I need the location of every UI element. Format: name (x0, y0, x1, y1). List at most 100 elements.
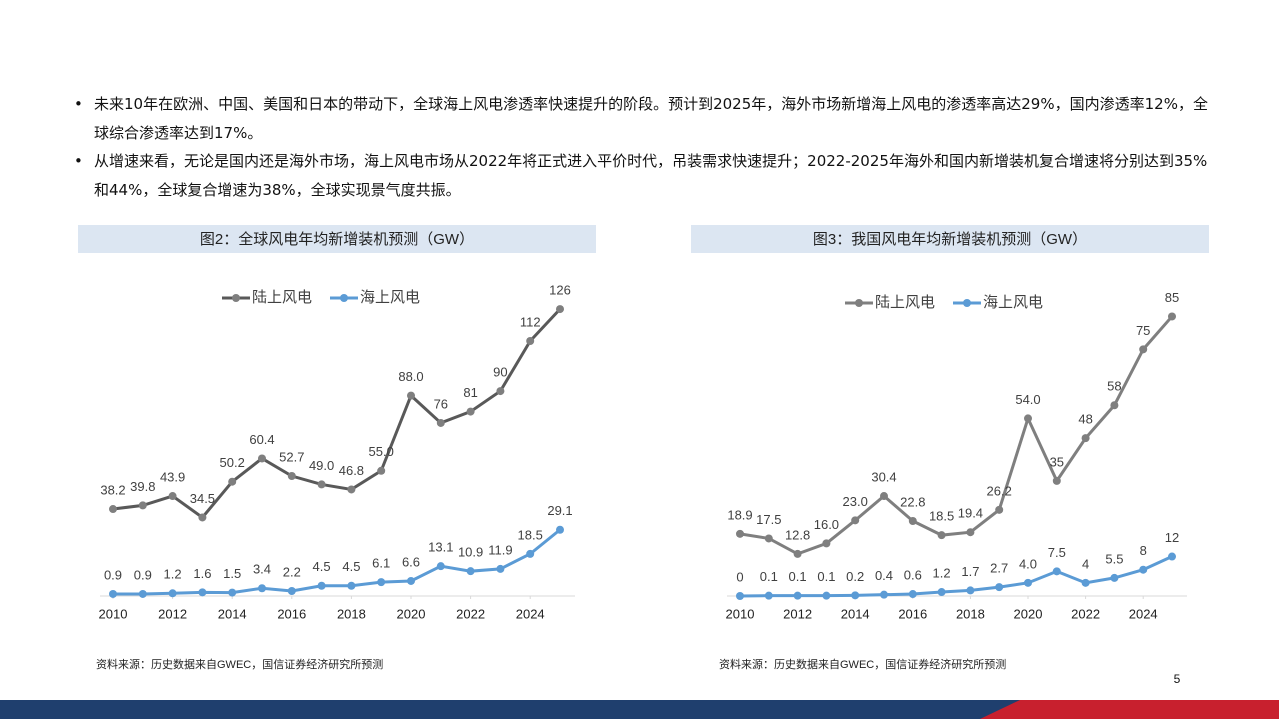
data-point (908, 590, 917, 599)
x-tick-label: 2022 (1071, 606, 1100, 621)
bullet-list: 未来10年在欧洲、中国、美国和日本的带动下，全球海上风电渗透率快速提升的阶段。预… (72, 90, 1212, 204)
data-label: 0.1 (760, 569, 778, 584)
data-point (1168, 552, 1176, 561)
data-point (526, 336, 535, 345)
data-label: 2.7 (990, 561, 1008, 576)
x-tick-label: 2010 (99, 606, 128, 621)
data-label: 35 (1050, 454, 1064, 469)
title-bar (78, 225, 596, 253)
data-point (793, 591, 802, 600)
data-point (198, 588, 207, 597)
data-label: 4.0 (1019, 556, 1037, 571)
x-tick-label: 2022 (456, 606, 485, 621)
series-line (739, 315, 1174, 556)
data-label: 0.6 (904, 567, 922, 582)
data-label: 112 (520, 314, 541, 329)
data-point (258, 454, 266, 463)
data-label: 88.0 (398, 369, 423, 384)
x-tick-label: 2018 (956, 606, 985, 621)
data-point (880, 492, 888, 501)
data-point (168, 589, 177, 598)
bullet: 未来10年在欧洲、中国、美国和日本的带动下，全球海上风电渗透率快速提升的阶段。预… (72, 90, 1212, 147)
legend-label: 陆上风电 (252, 289, 312, 306)
data-point (436, 418, 445, 427)
data-label: 54.0 (1015, 392, 1040, 407)
data-point (526, 549, 535, 558)
x-tick-label: 2012 (158, 606, 187, 621)
data-point (1052, 567, 1061, 576)
data-point (1081, 578, 1090, 587)
data-label: 0.1 (817, 569, 835, 584)
data-point (736, 592, 744, 600)
data-label: 1.6 (193, 566, 211, 581)
data-point (466, 567, 475, 576)
data-label: 48 (1078, 412, 1092, 427)
data-point (995, 583, 1004, 592)
data-label: 60.4 (249, 432, 274, 447)
title-bar (691, 225, 1209, 253)
data-point (1168, 312, 1176, 321)
legend-label: 海上风电 (983, 294, 1043, 311)
legend-marker (855, 299, 863, 307)
data-label: 0.2 (846, 569, 864, 584)
data-label: 76 (434, 396, 448, 411)
data-point (736, 529, 744, 538)
data-point (822, 591, 831, 600)
data-point (1052, 476, 1061, 485)
data-point (1024, 578, 1032, 587)
data-point (138, 501, 147, 510)
x-tick-label: 2012 (783, 606, 812, 621)
data-point (258, 584, 266, 593)
data-label: 19.4 (958, 506, 983, 521)
data-label: 43.9 (160, 469, 185, 484)
legend-marker (340, 294, 348, 302)
data-point (496, 387, 505, 396)
data-point (109, 589, 117, 598)
data-label: 6.6 (402, 554, 420, 569)
data-point (764, 591, 773, 600)
data-label: 85 (1165, 290, 1179, 305)
data-point (228, 477, 237, 486)
legend-label: 海上风电 (360, 289, 420, 306)
data-point (822, 539, 831, 548)
series-line (113, 528, 561, 596)
data-label: 1.2 (933, 565, 951, 580)
data-label: 0.9 (134, 567, 152, 582)
data-label: 50.2 (220, 455, 245, 470)
data-point (966, 586, 975, 595)
data-point (228, 588, 237, 597)
data-label: 0 (736, 569, 743, 584)
chart-title: 图2：全球风电年均新增装机预测（GW） (200, 230, 474, 248)
legend-marker (232, 294, 240, 302)
source-note: 资料来源：历史数据来自GWEC，国信证券经济研究所预测 (719, 657, 1006, 671)
data-label: 7.5 (1048, 545, 1066, 560)
data-label: 75 (1136, 323, 1150, 338)
data-point (436, 562, 445, 571)
data-point (1081, 434, 1090, 443)
data-label: 18.5 (929, 509, 954, 524)
x-tick-label: 2020 (397, 606, 426, 621)
data-point (764, 534, 773, 543)
data-label: 16.0 (814, 517, 839, 532)
data-point (793, 549, 802, 558)
data-label: 11.9 (488, 542, 512, 557)
data-point (347, 581, 356, 590)
data-label: 1.7 (961, 564, 979, 579)
data-label: 4 (1082, 556, 1089, 571)
data-point (317, 480, 326, 489)
data-point (287, 472, 296, 481)
data-label: 26.2 (987, 483, 1012, 498)
data-label: 1.5 (223, 566, 241, 581)
data-label: 23.0 (843, 494, 868, 509)
x-tick-label: 2016 (277, 606, 306, 621)
data-label: 39.8 (130, 479, 155, 494)
source-note: 资料来源：历史数据来自GWEC，国信证券经济研究所预测 (96, 657, 383, 671)
data-label: 52.7 (279, 449, 304, 464)
series-line (112, 308, 562, 520)
data-label: 12.8 (785, 527, 810, 542)
data-point (851, 591, 860, 600)
data-point (407, 391, 415, 400)
data-point (1139, 565, 1148, 574)
data-label: 12 (1165, 530, 1179, 545)
